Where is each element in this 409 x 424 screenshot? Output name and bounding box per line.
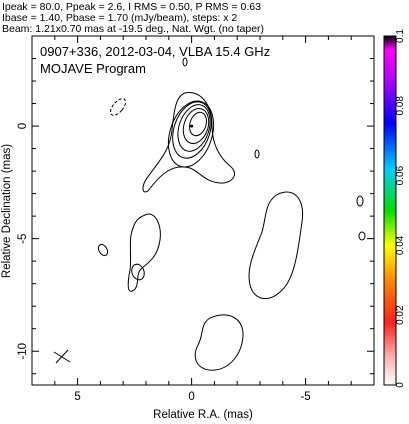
axes-group: 5 0 -5 0 -5 -10: [17, 35, 375, 403]
colorbar-tick-label: 0.1: [395, 29, 406, 43]
contour-group: [97, 57, 366, 371]
x-tick-label: 0: [188, 391, 194, 403]
header-line-2: Ibase = 1.40, Pbase = 1.70 (mJy/beam), s…: [2, 12, 237, 24]
beam-indicator: [53, 349, 71, 364]
y-tick-label: -5: [17, 234, 29, 244]
plot-subtitle: MOJAVE Program: [40, 61, 146, 76]
colorbar-tick-label: 0.06: [395, 165, 406, 185]
small-contour-top: [182, 57, 188, 67]
colorbar-tick-label: 0.08: [395, 96, 406, 116]
small-contour-right: [254, 149, 260, 159]
x-tick-label: -5: [300, 391, 310, 403]
colorbar-tick-label: 0: [395, 382, 406, 388]
header-line-1: Ipeak = 80.0, Ppeak = 2.6, I RMS = 0.50,…: [2, 1, 261, 13]
colorbar-ticks: 0 0.02 0.04 0.06 0.08 0.1: [395, 29, 406, 388]
colorbar: [383, 35, 397, 386]
x-axis-label: Relative R.A. (mas): [153, 409, 253, 421]
core-contour-1: [189, 111, 207, 137]
jet-contour-left-inner: [131, 263, 145, 281]
core-contour-5: [167, 100, 215, 168]
peak-marker: [190, 124, 194, 128]
header-line-3: Beam: 1.21x0.70 mas at -19.5 deg., Nat. …: [2, 23, 264, 35]
y-axis-label: Relative Declination (mas): [1, 144, 13, 278]
jet-contour-right: [248, 191, 304, 300]
small-contour-left: [97, 243, 109, 257]
jet-contour-bottom: [194, 314, 244, 371]
core-contour-3: [177, 104, 211, 152]
plot-title: 0907+336, 2012-03-04, VLBA 15.4 GHz: [40, 44, 270, 59]
beam-minor-axis: [53, 351, 71, 363]
jet-contour-left: [127, 213, 161, 292]
colorbar-tick-label: 0.04: [395, 235, 406, 255]
core-outer-contour: [142, 92, 235, 193]
core-contour-4: [172, 101, 212, 159]
y-tick-label: -10: [17, 343, 29, 360]
plot-frame: [31, 35, 375, 386]
small-contour-far-right-1: [356, 195, 364, 207]
negative-contour: [110, 98, 126, 116]
y-tick-label: 0: [17, 123, 29, 129]
x-tick-label: 5: [74, 391, 80, 403]
core-contour-2: [182, 107, 210, 145]
small-contour-far-right-2: [358, 231, 366, 241]
colorbar-tick-label: 0.02: [395, 305, 406, 325]
